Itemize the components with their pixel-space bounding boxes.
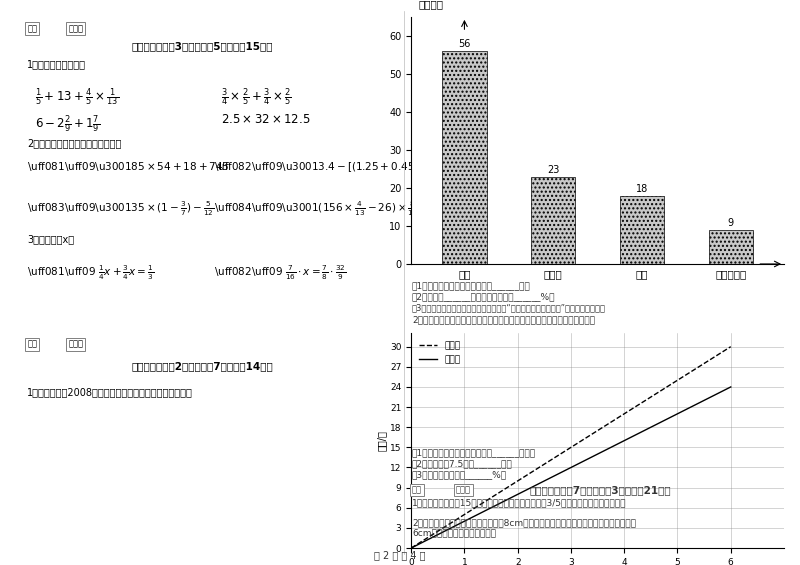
Text: 评卷人: 评卷人 [68,340,83,349]
Text: \uff083\uff09\u3001$35\times(1-\frac{3}{7})-\frac{5}{12}$: \uff083\uff09\u3001$35\times(1-\frac{3}{… [27,200,214,218]
Text: $2.5\times32\times12.5$: $2.5\times32\times12.5$ [221,114,310,127]
Text: 第 2 页 共 4 页: 第 2 页 共 4 页 [374,550,426,560]
Text: 五、综合题（关2小题，每题7分，共计14分）: 五、综合题（关2小题，每题7分，共计14分） [131,361,274,371]
Text: 3、求未知数x。: 3、求未知数x。 [27,234,74,244]
Text: （2）降价前炙7.5米需______元。: （2）降价前炙7.5米需______元。 [412,459,513,468]
Text: \uff081\uff09 $\frac{1}{4}x+\frac{3}{4}x=\frac{1}{3}$: \uff081\uff09 $\frac{1}{4}x+\frac{3}{4}x… [27,264,154,282]
Text: \uff082\uff09\u3001$3.4-[(1.25+0.45)\times23]$: \uff082\uff09\u3001$3.4-[(1.25+0.45)\tim… [214,160,449,174]
Text: 评卷人: 评卷人 [68,24,83,33]
Text: 2、一个圆柱形玻璃容器的底面半径是8cm，把一个铁球从这个容器的水中取出，水面下降: 2、一个圆柱形玻璃容器的底面半径是8cm，把一个铁球从这个容器的水中取出，水面下… [412,519,636,528]
Text: \uff081\uff09\u3001$85\times54+18+745$: \uff081\uff09\u3001$85\times54+18+745$ [27,160,230,173]
Text: 56: 56 [458,39,470,49]
Bar [620,195,664,264]
Text: 四、计算题（关3小题，每题5分，共计15分）: 四、计算题（关3小题，每题5分，共计15分） [132,42,273,51]
Text: 得分: 得分 [412,486,422,495]
Bar [442,51,486,264]
Text: 2、用运等式计算，能简算的简算。: 2、用运等式计算，能简算的简算。 [27,138,122,148]
Text: 得分: 得分 [27,340,37,349]
Text: 9: 9 [728,218,734,228]
Bar [709,230,753,264]
Text: （1）四个申办城市的得票总数是______票。: （1）四个申办城市的得票总数是______票。 [412,281,530,290]
Text: 得分: 得分 [27,24,37,33]
Text: （3）投票结果一出来，报纸、电视都说：“北京得票是数遥遥领先”，为什么这样说？: （3）投票结果一出来，报纸、电视都说：“北京得票是数遥遥领先”，为什么这样说？ [412,304,606,313]
Text: $\frac{3}{4}\times\frac{2}{5}+\frac{3}{4}\times\frac{2}{5}$: $\frac{3}{4}\times\frac{2}{5}+\frac{3}{4… [221,86,292,108]
Legend: 降价前, 降价后: 降价前, 降价后 [416,338,464,367]
Text: 18: 18 [636,184,648,194]
Text: 1、能简算的要简算。: 1、能简算的要简算。 [27,59,86,69]
Text: 1、商店运来蓝毛谡15包，正好是运来的红毛谡包数的3/5。商店运来红毛谡多少包？: 1、商店运来蓝毛谡15包，正好是运来的红毛谡包数的3/5。商店运来红毛谡多少包？ [412,499,626,508]
Text: \uff082\uff09 $\frac{7}{16}\cdot x=\frac{7}{8}\cdot\frac{32}{9}$: \uff082\uff09 $\frac{7}{16}\cdot x=\frac… [214,264,346,282]
Text: 2、图像表示一种彩带降价前后的长度与总价的关系，请根据图中信息填空。: 2、图像表示一种彩带降价前后的长度与总价的关系，请根据图中信息填空。 [412,315,595,324]
Text: $\frac{1}{5}+13+\frac{4}{5}\times\frac{1}{13}$: $\frac{1}{5}+13+\frac{4}{5}\times\frac{1… [34,86,118,108]
Text: （3）这种彩带降价了______%。: （3）这种彩带降价了______%。 [412,471,507,480]
Text: \uff084\uff09\u3001$(156\times\frac{4}{13}-26)\times\frac{8}{11}$: \uff084\uff09\u3001$(156\times\frac{4}{1… [214,200,418,218]
Text: （1）降价前后，长度与总价都成______比例。: （1）降价前后，长度与总价都成______比例。 [412,448,536,457]
Text: 六、应用题（关7小题，每题3分，共计21分）: 六、应用题（关7小题，每题3分，共计21分） [529,485,671,495]
Text: $6-2\frac{2}{9}+1\frac{7}{9}$: $6-2\frac{2}{9}+1\frac{7}{9}$ [34,114,100,135]
Text: 单位：票: 单位：票 [418,0,444,10]
Text: 评卷人: 评卷人 [456,486,471,495]
Text: （2）北京得______票，占得票总数的______%。: （2）北京得______票，占得票总数的______%。 [412,293,555,302]
Text: 23: 23 [547,164,559,175]
Bar [531,177,575,264]
Y-axis label: 总价/元: 总价/元 [377,430,387,451]
Text: 6cm。这个铁球的体积是多少？: 6cm。这个铁球的体积是多少？ [412,529,496,538]
Text: 1、下面是申报2008年奥运会主办城市的得票情况统计图。: 1、下面是申报2008年奥运会主办城市的得票情况统计图。 [27,387,193,397]
